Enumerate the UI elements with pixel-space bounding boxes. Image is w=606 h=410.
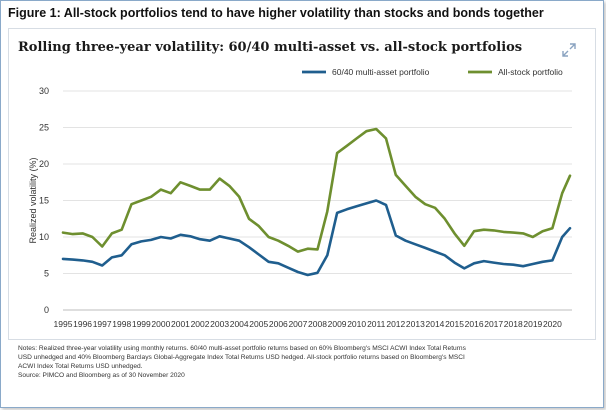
- figure-title: Figure 1: All-stock portfolios tend to h…: [8, 6, 544, 20]
- y-axis-ticks: 0 5 10 15 20 25 30: [39, 86, 49, 315]
- y-tick-label: 10: [39, 232, 49, 242]
- chart-notes: Notes: Realized three-year volatility us…: [18, 344, 588, 380]
- x-tick-label: 1997: [93, 319, 112, 329]
- x-tick-label: 2013: [406, 319, 425, 329]
- x-tick-label: 2020: [543, 319, 562, 329]
- x-tick-label: 2008: [308, 319, 327, 329]
- y-tick-label: 0: [44, 305, 49, 315]
- x-tick-label: 1998: [112, 319, 131, 329]
- x-tick-label: 1995: [54, 319, 73, 329]
- y-tick-label: 25: [39, 123, 49, 133]
- x-tick-label: 1996: [73, 319, 92, 329]
- x-tick-label: 2017: [484, 319, 503, 329]
- y-tick-label: 5: [44, 269, 49, 279]
- x-tick-label: 2005: [249, 319, 268, 329]
- y-tick-label: 15: [39, 196, 49, 206]
- chart-title: Rolling three-year volatility: 60/40 mul…: [18, 40, 523, 55]
- notes-line: Notes: Realized three-year volatility us…: [18, 345, 466, 352]
- x-tick-label: 2006: [269, 319, 288, 329]
- x-tick-label: 2010: [347, 319, 366, 329]
- y-tick-label: 20: [39, 159, 49, 169]
- x-tick-label: 2015: [445, 319, 464, 329]
- series-lines: [61, 127, 572, 277]
- legend: 60/40 multi-asset portfolio All-stock por…: [302, 67, 563, 77]
- series-line-1: [61, 127, 572, 253]
- notes-line: ACWI Index Total Returns USD unhedged.: [18, 363, 143, 370]
- x-tick-label: 2018: [504, 319, 523, 329]
- x-tick-label: 2007: [288, 319, 307, 329]
- series-line-0: [61, 199, 572, 277]
- y-axis-label: Realized volatility (%): [28, 157, 38, 243]
- x-tick-label: 2003: [210, 319, 229, 329]
- expand-icon[interactable]: [561, 42, 577, 58]
- x-tick-label: 2002: [191, 319, 210, 329]
- x-tick-label: 2012: [386, 319, 405, 329]
- x-tick-label: 2000: [151, 319, 170, 329]
- x-tick-label: 2001: [171, 319, 190, 329]
- y-tick-label: 30: [39, 86, 49, 96]
- x-tick-label: 2011: [367, 319, 386, 329]
- legend-label: All-stock portfolio: [498, 67, 563, 77]
- x-tick-label: 2019: [523, 319, 542, 329]
- x-tick-label: 2014: [426, 319, 445, 329]
- x-tick-label: 2009: [328, 319, 347, 329]
- x-tick-label: 1999: [132, 319, 151, 329]
- x-tick-label: 2004: [230, 319, 249, 329]
- notes-line: USD unhedged and 40% Bloomberg Barclays …: [18, 354, 465, 361]
- legend-label: 60/40 multi-asset portfolio: [332, 67, 430, 77]
- grid-lines: [63, 90, 572, 274]
- x-tick-label: 2016: [465, 319, 484, 329]
- x-axis-ticks: 1995 1996 1997 1998 1999 2000 2001 2002 2003 2004…: [54, 319, 563, 329]
- source-line: Source: PIMCO and Bloomberg as of 30 Nov…: [18, 372, 185, 379]
- chart-panel: [8, 28, 596, 340]
